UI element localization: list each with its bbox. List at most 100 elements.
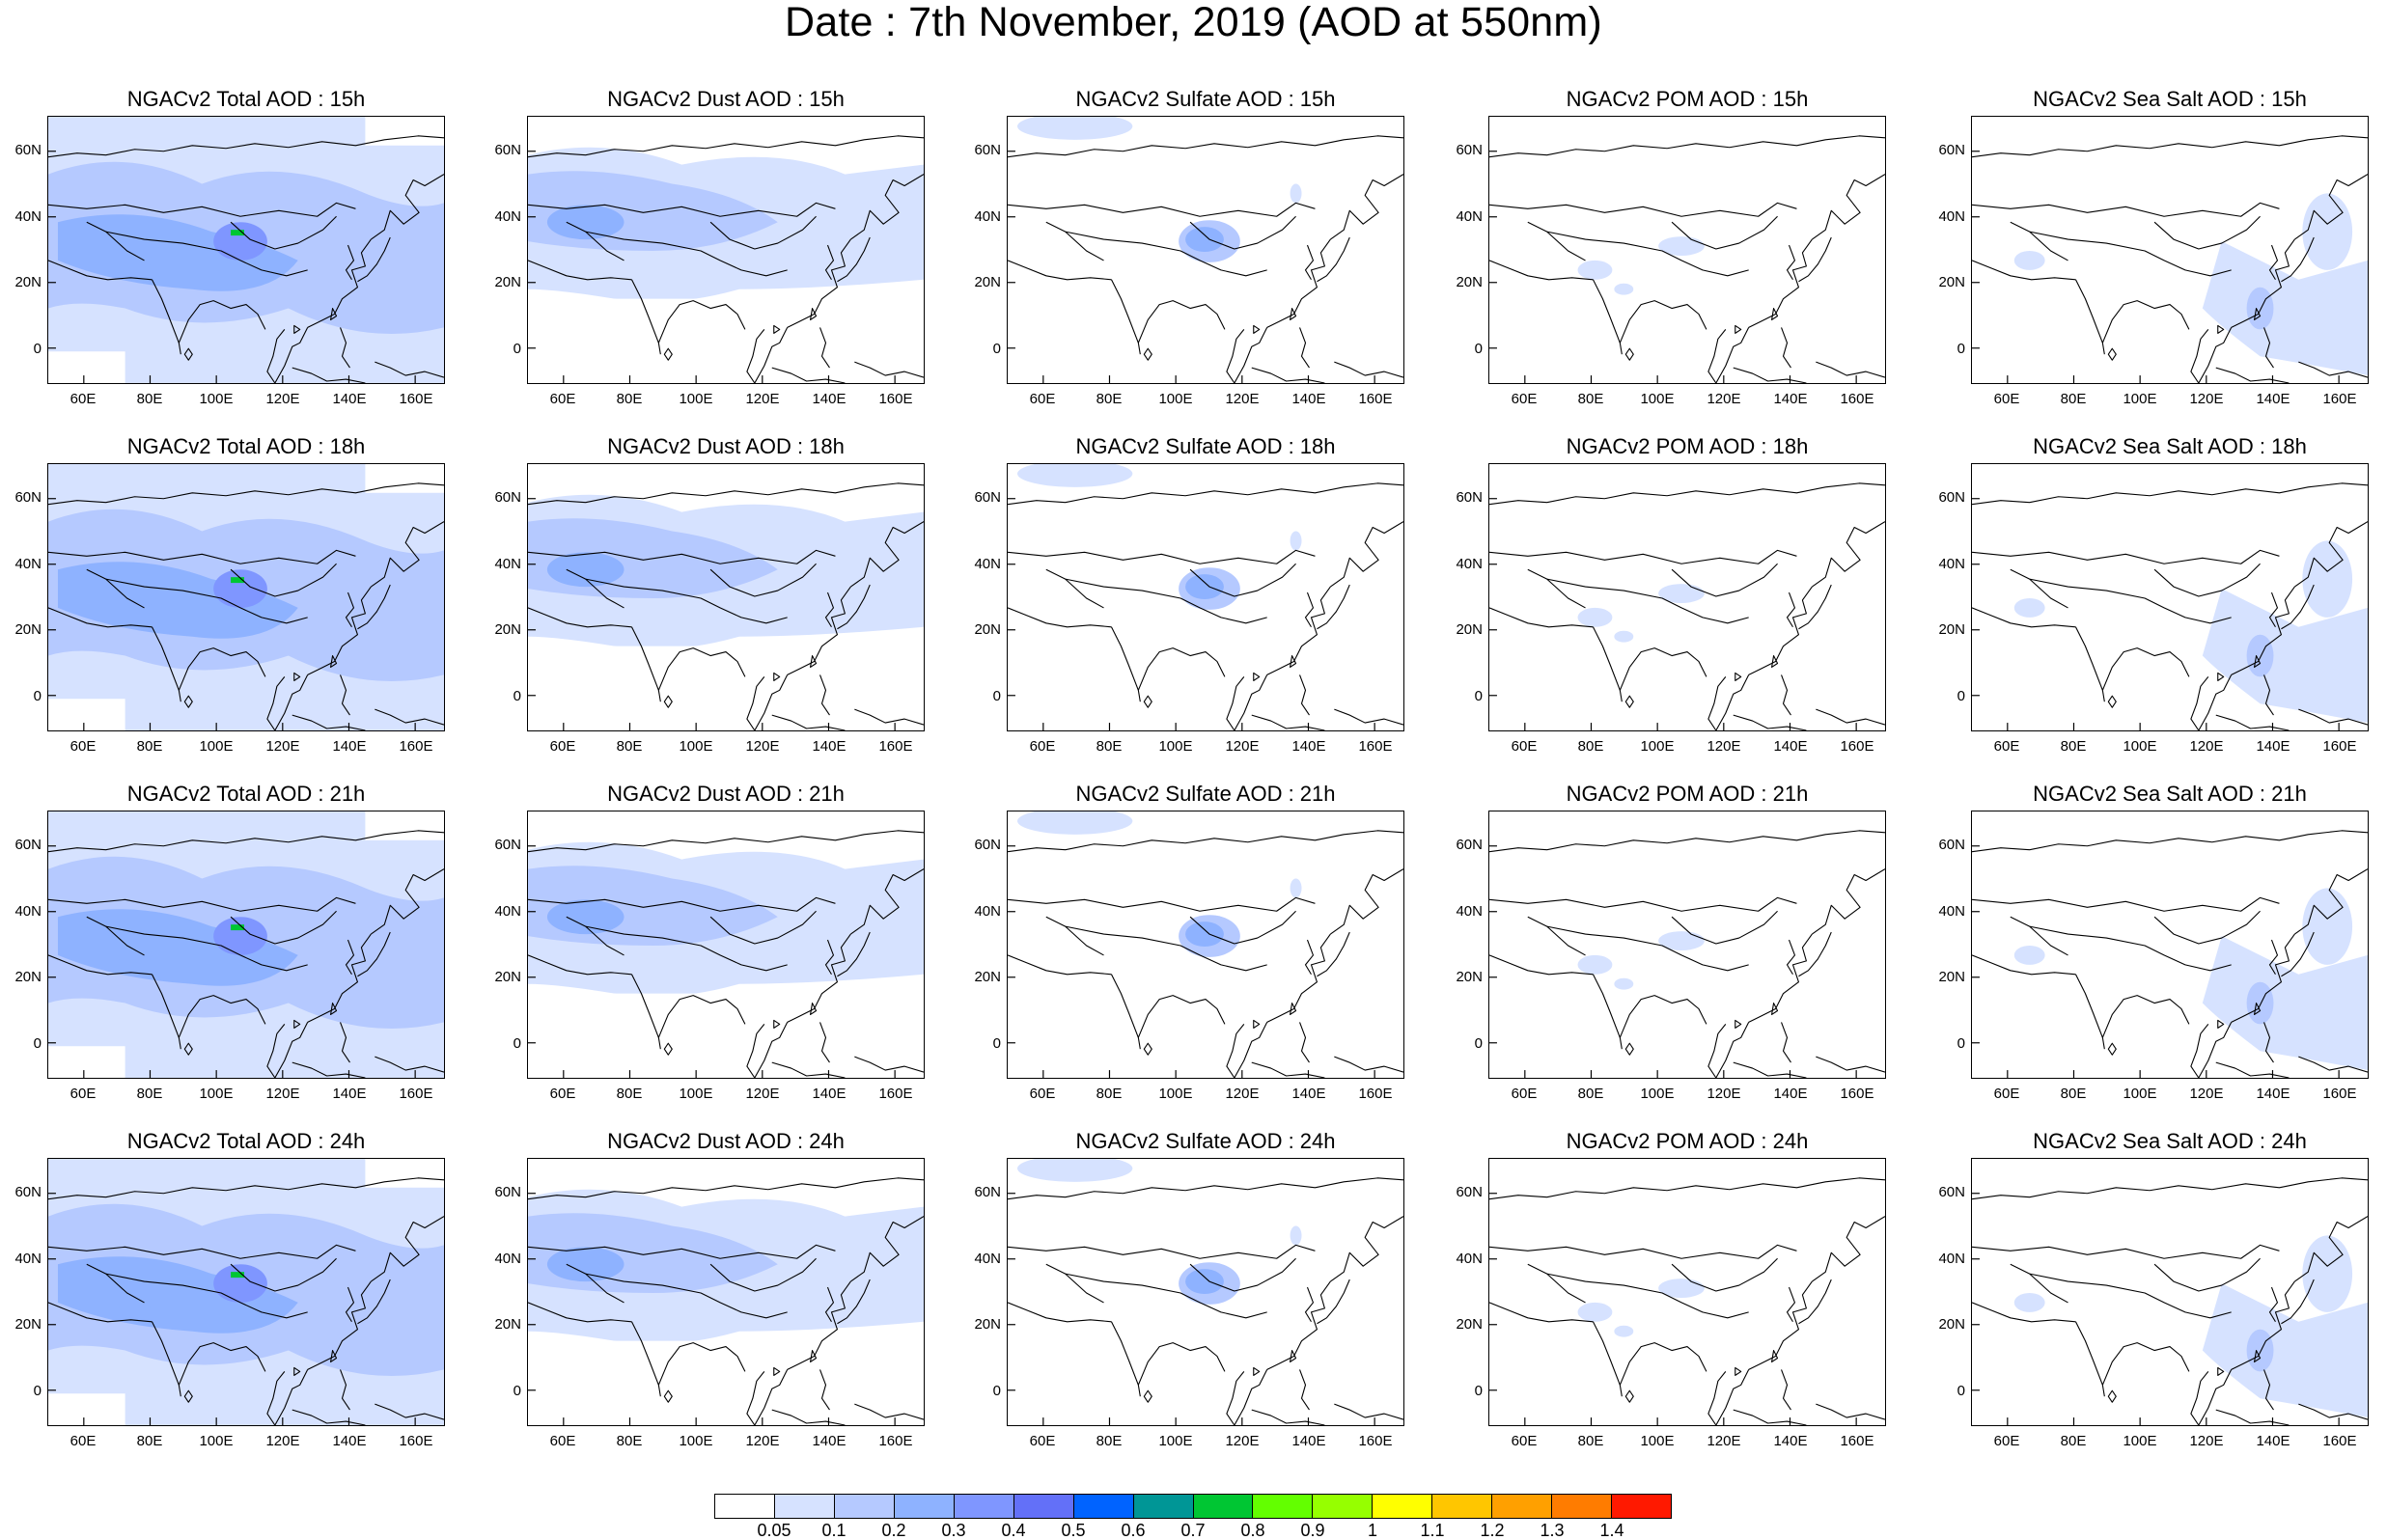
colorbar-tick-label: 0.8 bbox=[1240, 1521, 1265, 1540]
latitude-label: 20N bbox=[494, 274, 521, 290]
colorbar-swatch bbox=[1193, 1495, 1254, 1518]
longitude-label: 140E bbox=[1773, 1086, 1808, 1102]
coastline-outline bbox=[1489, 135, 1885, 383]
longitude-label: 160E bbox=[878, 1086, 913, 1102]
total-aod-region-4 bbox=[231, 230, 245, 236]
map-panel: NGACv2 Sea Salt AOD : 18h 60N 40N 20N 0 60E 80… bbox=[1924, 432, 2387, 780]
map-panel: NGACv2 Total AOD : 24h 60N 40N 20N 0 60E 80E 10… bbox=[0, 1127, 483, 1474]
latitude-label: 0 bbox=[33, 687, 42, 704]
latitude-label: 60N bbox=[974, 142, 1001, 158]
map-panel: NGACv2 POM AOD : 21h 60N 40N 20N 0 60E 80E 100E… bbox=[1441, 780, 1924, 1127]
longitude-label: 100E bbox=[1640, 391, 1675, 407]
colorbar-swatch bbox=[954, 1495, 1014, 1518]
sulfate-aod-region-0 bbox=[1016, 811, 1133, 835]
longitude-label: 160E bbox=[1840, 1433, 1874, 1449]
longitude-label: 80E bbox=[1096, 391, 1123, 407]
total-aod-region-4 bbox=[231, 924, 245, 931]
panel-title: NGACv2 Dust AOD : 15h bbox=[607, 87, 845, 111]
longitude-label: 160E bbox=[399, 1086, 433, 1102]
latitude-label: 0 bbox=[1957, 687, 1965, 704]
total-aod-region-6 bbox=[48, 1393, 125, 1425]
latitude-label: 60N bbox=[494, 142, 521, 158]
colorbar-swatch bbox=[1432, 1495, 1493, 1518]
latitude-label: 40N bbox=[974, 207, 1001, 225]
longitude-label: 160E bbox=[1358, 1086, 1393, 1102]
aod-map-4 bbox=[1972, 135, 2368, 383]
latitude-label: 40N bbox=[1938, 555, 1965, 572]
latitude-label: 40N bbox=[14, 207, 42, 225]
seasalt-aod-region-0 bbox=[2202, 1283, 2368, 1418]
panel-title: NGACv2 Dust AOD : 18h bbox=[607, 434, 845, 458]
latitude-label: 60N bbox=[1456, 1184, 1483, 1200]
longitude-label: 160E bbox=[1358, 1433, 1393, 1449]
sulfate-aod-region-3 bbox=[1290, 1225, 1302, 1246]
longitude-label: 100E bbox=[1158, 1086, 1193, 1102]
latitude-label: 40N bbox=[494, 207, 521, 225]
longitude-label: 140E bbox=[332, 1433, 367, 1449]
longitude-label: 100E bbox=[2123, 1433, 2157, 1449]
longitude-label: 60E bbox=[1511, 391, 1538, 407]
pom-aod-region-2 bbox=[1614, 283, 1634, 295]
pom-aod-region-2 bbox=[1614, 977, 1634, 990]
colorbar-swatch bbox=[1492, 1495, 1553, 1518]
pom-aod-region-0 bbox=[1658, 1279, 1705, 1298]
longitude-label: 160E bbox=[2322, 1086, 2357, 1102]
colorbar-swatch bbox=[1253, 1495, 1314, 1518]
seasalt-aod-region-0 bbox=[2202, 589, 2368, 724]
latitude-label: 40N bbox=[1456, 902, 1483, 920]
longitude-label: 140E bbox=[2256, 1433, 2290, 1449]
seasalt-aod-region-2 bbox=[2246, 634, 2274, 677]
map-frame bbox=[1488, 811, 1886, 1079]
longitude-label: 120E bbox=[2189, 1086, 2224, 1102]
panel-title: NGACv2 Sea Salt AOD : 24h bbox=[2033, 1129, 2307, 1153]
longitude-label: 100E bbox=[199, 391, 234, 407]
colorbar-tick-label: 1.4 bbox=[1599, 1521, 1624, 1540]
colorbar-swatch bbox=[834, 1495, 895, 1518]
aod-map-12 bbox=[1008, 811, 1403, 1078]
longitude-label: 160E bbox=[2322, 1433, 2357, 1449]
longitude-label: 140E bbox=[1291, 738, 1326, 755]
seasalt-aod-region-2 bbox=[2246, 287, 2274, 330]
longitude-label: 60E bbox=[69, 738, 97, 755]
longitude-label: 60E bbox=[1993, 738, 2020, 755]
total-aod-region-5 bbox=[117, 945, 153, 965]
map-panel: NGACv2 Dust AOD : 24h 60N 40N 20N 0 60E 80E 100… bbox=[480, 1127, 962, 1474]
map-panel: NGACv2 Dust AOD : 21h 60N 40N 20N 0 60E 80E 100… bbox=[480, 780, 962, 1127]
colorbar-swatch bbox=[1073, 1495, 1134, 1518]
aod-map-15 bbox=[48, 1159, 444, 1425]
longitude-label: 60E bbox=[1993, 391, 2020, 407]
longitude-label: 100E bbox=[679, 391, 713, 407]
map-panel: NGACv2 Sulfate AOD : 15h 60N 40N 20N 0 60E 80E… bbox=[959, 85, 1442, 432]
longitude-label: 80E bbox=[1096, 1086, 1123, 1102]
longitude-label: 60E bbox=[1029, 738, 1056, 755]
longitude-label: 120E bbox=[745, 738, 780, 755]
colorbar-tick-label: 0.7 bbox=[1180, 1521, 1206, 1540]
latitude-label: 20N bbox=[1456, 969, 1483, 985]
longitude-label: 160E bbox=[1840, 391, 1874, 407]
colorbar-swatch bbox=[1133, 1495, 1194, 1518]
longitude-label: 140E bbox=[812, 1086, 847, 1102]
longitude-label: 160E bbox=[878, 1433, 913, 1449]
map-panel: NGACv2 Dust AOD : 15h 60N 40N 20N 0 60E 80E 100… bbox=[480, 85, 962, 432]
longitude-label: 120E bbox=[745, 391, 780, 407]
latitude-label: 20N bbox=[14, 969, 42, 985]
longitude-label: 160E bbox=[1840, 738, 1874, 755]
pom-aod-region-0 bbox=[1658, 931, 1705, 950]
panel-title: NGACv2 Sulfate AOD : 21h bbox=[1075, 782, 1336, 806]
longitude-label: 60E bbox=[69, 1433, 97, 1449]
latitude-label: 40N bbox=[974, 902, 1001, 920]
longitude-label: 60E bbox=[1511, 1086, 1538, 1102]
longitude-label: 60E bbox=[549, 1086, 576, 1102]
longitude-label: 120E bbox=[2189, 391, 2224, 407]
colorbar-tick-label: 0.9 bbox=[1300, 1521, 1325, 1540]
aod-map-17 bbox=[1008, 1159, 1403, 1425]
panel-title: NGACv2 Dust AOD : 21h bbox=[607, 782, 845, 806]
longitude-label: 100E bbox=[199, 1433, 234, 1449]
aod-map-18 bbox=[1489, 1177, 1885, 1425]
total-aod-region-6 bbox=[48, 699, 125, 730]
longitude-label: 80E bbox=[1096, 1433, 1123, 1449]
longitude-label: 80E bbox=[1577, 1086, 1604, 1102]
aod-map-16 bbox=[528, 1159, 924, 1425]
longitude-label: 140E bbox=[2256, 738, 2290, 755]
longitude-label: 140E bbox=[1291, 1086, 1326, 1102]
